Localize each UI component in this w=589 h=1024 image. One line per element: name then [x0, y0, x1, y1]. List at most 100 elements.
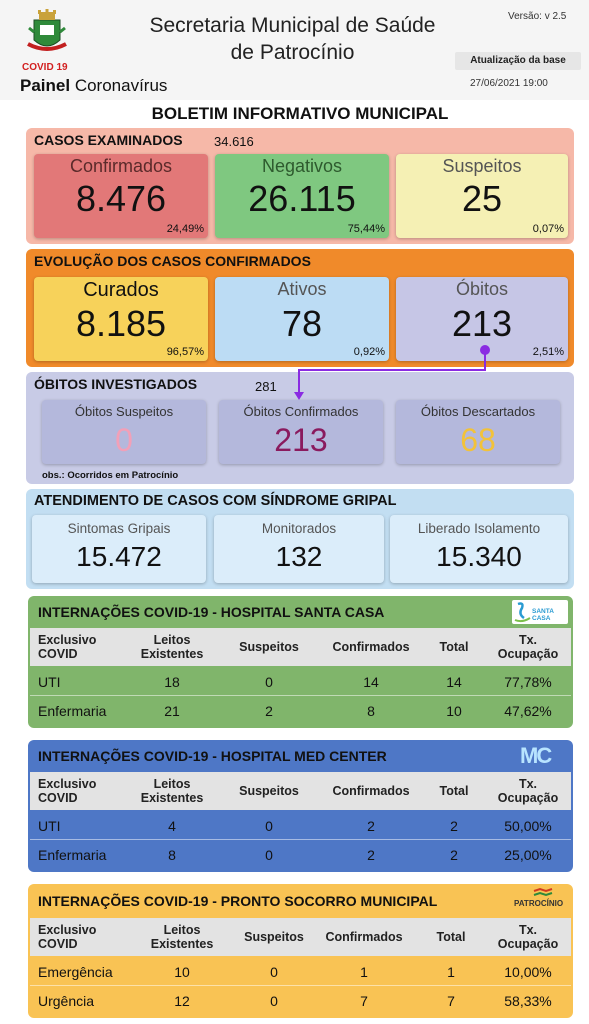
col-tx-header: Tx. Ocupação: [497, 777, 559, 805]
ativos-value: 78: [281, 303, 323, 344]
cell-confirmados: 14: [363, 673, 379, 690]
liberado-isolamento-value: 15.340: [436, 541, 522, 572]
col-confirmados-header: Confirmados: [332, 640, 410, 654]
obitos-investigados-panel: ÓBITOS INVESTIGADOS 281 Óbitos Suspeitos…: [26, 372, 574, 484]
ativos-label: Ativos: [277, 279, 327, 299]
table-row: Enfermaria 8 0 2 2 25,00%: [30, 841, 571, 869]
col-leitos-header: Leitos Existentes: [140, 777, 204, 805]
col-confirmados-header: Confirmados: [325, 930, 403, 944]
santa-casa-logo-icon: [514, 602, 531, 623]
obitos-investigados-title: ÓBITOS INVESTIGADOS: [34, 376, 198, 392]
table-row: UTI 18 0 14 14 77,78%: [30, 668, 571, 696]
obitos-confirmados-card[interactable]: Óbitos Confirmados 213: [219, 400, 383, 464]
cell-total: 7: [447, 993, 455, 1009]
covid-tag: COVID 19: [22, 62, 68, 73]
liberado-isolamento-card[interactable]: Liberado Isolamento 15.340: [390, 515, 568, 583]
confirmados-value: 8.476: [75, 178, 167, 219]
col-exclusivo-header: Exclusivo COVID: [38, 777, 97, 805]
obitos-suspeitos-card[interactable]: Óbitos Suspeitos 0: [42, 400, 206, 464]
pronto-socorro-logo: PATROCÍNIO: [512, 887, 568, 913]
col-exclusivo-header: Exclusivo COVID: [38, 633, 97, 661]
obitos-confirmados-label: Óbitos Confirmados: [243, 404, 359, 419]
cell-tipo: Urgência: [38, 993, 95, 1009]
confirmados-card[interactable]: Confirmados 8.476 24,49%: [34, 154, 208, 238]
obitos-investigados-total: 281: [255, 379, 277, 394]
obitos-suspeitos-label: Óbitos Suspeitos: [74, 404, 174, 419]
cell-leitos: 21: [164, 703, 180, 719]
cell-tipo: Enfermaria: [38, 703, 107, 719]
col-exclusivo-header: Exclusivo COVID: [38, 923, 97, 951]
monitorados-card[interactable]: Monitorados 132: [214, 515, 384, 583]
monitorados-label: Monitorados: [261, 521, 337, 536]
med-center-table: INTERNAÇÕES COVID-19 - HOSPITAL MED CENT…: [28, 740, 573, 872]
confirmados-label: Confirmados: [69, 156, 173, 176]
santa-casa-logo-text: SANTA CASA: [532, 608, 554, 622]
santa-casa-title: INTERNAÇÕES COVID-19 - HOSPITAL SANTA CA…: [38, 604, 385, 620]
negativos-value: 26.115: [248, 178, 356, 219]
cell-total: 14: [446, 673, 462, 690]
cell-suspeitos: 0: [265, 817, 273, 834]
patrocinio-logo-icon: [533, 887, 553, 897]
col-confirmados-header: Confirmados: [332, 784, 410, 798]
table-row: Enfermaria 21 2 8 10 47,62%: [30, 697, 571, 725]
update-date: 27/06/2021 19:00: [470, 78, 548, 89]
cell-tx: 77,78%: [504, 673, 552, 690]
cell-suspeitos: 2: [265, 703, 273, 719]
cell-total: 2: [450, 847, 458, 863]
suspeitos-value: 25: [461, 178, 503, 219]
app-header: COVID 19 Painel Coronavírus Secretaria M…: [0, 0, 589, 100]
cell-tx: 10,00%: [504, 963, 552, 980]
curados-card[interactable]: Curados 8.185 96,57%: [34, 277, 208, 361]
cell-total: 2: [450, 817, 458, 834]
evolucao-panel: EVOLUÇÃO DOS CASOS CONFIRMADOS Curados 8…: [26, 249, 574, 367]
cell-tipo: UTI: [38, 673, 61, 690]
atendimento-title: ATENDIMENTO DE CASOS COM SÍNDROME GRIPAL: [34, 493, 397, 509]
santa-casa-header-row: Exclusivo COVID Leitos Existentes Suspei…: [30, 628, 571, 666]
cell-tipo: UTI: [38, 817, 61, 834]
evolucao-title: EVOLUÇÃO DOS CASOS CONFIRMADOS: [34, 253, 311, 269]
cell-tx: 50,00%: [504, 817, 552, 834]
pronto-socorro-title: INTERNAÇÕES COVID-19 - PRONTO SOCORRO MU…: [38, 893, 438, 909]
cell-total: 10: [446, 703, 462, 719]
cell-leitos: 18: [164, 673, 180, 690]
cell-leitos: 12: [174, 993, 190, 1009]
cell-leitos: 4: [168, 817, 176, 834]
obitos-pct: 2,51%: [532, 346, 564, 358]
cell-leitos: 10: [174, 963, 190, 980]
cell-confirmados: 1: [360, 963, 368, 980]
liberado-isolamento-label: Liberado Isolamento: [417, 521, 541, 536]
painel-label: Painel Coronavírus: [20, 76, 167, 96]
obitos-confirmados-value: 213: [274, 422, 328, 458]
cell-confirmados: 2: [367, 817, 375, 834]
monitorados-value: 132: [275, 541, 323, 572]
col-tx-header: Tx. Ocupação: [497, 923, 559, 951]
med-center-logo: MC: [518, 743, 564, 769]
obitos-suspeitos-value: 0: [115, 422, 133, 458]
casos-examinados-panel: CASOS EXAMINADOS 34.616 Confirmados 8.47…: [26, 128, 574, 244]
cell-suspeitos: 0: [270, 993, 278, 1009]
suspeitos-card[interactable]: Suspeitos 25 0,07%: [396, 154, 568, 238]
update-label: Atualização da base: [455, 52, 581, 70]
santa-casa-table: INTERNAÇÕES COVID-19 - HOSPITAL SANTA CA…: [28, 596, 573, 728]
med-center-title: INTERNAÇÕES COVID-19 - HOSPITAL MED CENT…: [38, 748, 387, 764]
ativos-card[interactable]: Ativos 78 0,92%: [215, 277, 389, 361]
obitos-descartados-label: Óbitos Descartados: [420, 404, 536, 419]
med-center-header-row: Exclusivo COVID Leitos Existentes Suspei…: [30, 772, 571, 810]
page-title-line2: de Patrocínio: [230, 41, 355, 64]
obitos-card[interactable]: Óbitos 213 2,51%: [396, 277, 568, 361]
cell-tx: 47,62%: [504, 703, 552, 719]
col-suspeitos-header: Suspeitos: [244, 930, 304, 944]
municipal-crest-icon: [27, 9, 67, 51]
santa-casa-logo: SANTA CASA: [512, 600, 568, 624]
sintomas-gripais-card[interactable]: Sintomas Gripais 15.472: [32, 515, 206, 583]
page-title: Secretaria Municipal de Saúde de Patrocí…: [120, 12, 465, 66]
suspeitos-label: Suspeitos: [442, 156, 522, 176]
col-suspeitos-header: Suspeitos: [239, 784, 299, 798]
obitos-descartados-card[interactable]: Óbitos Descartados 68: [396, 400, 560, 464]
version-label: Versão: v 2.5: [508, 11, 567, 22]
cell-suspeitos: 0: [265, 847, 273, 863]
cell-tipo: Emergência: [38, 963, 113, 980]
negativos-card[interactable]: Negativos 26.115 75,44%: [215, 154, 389, 238]
pronto-socorro-table: INTERNAÇÕES COVID-19 - PRONTO SOCORRO MU…: [28, 884, 573, 1018]
casos-examinados-total: 34.616: [214, 134, 254, 149]
